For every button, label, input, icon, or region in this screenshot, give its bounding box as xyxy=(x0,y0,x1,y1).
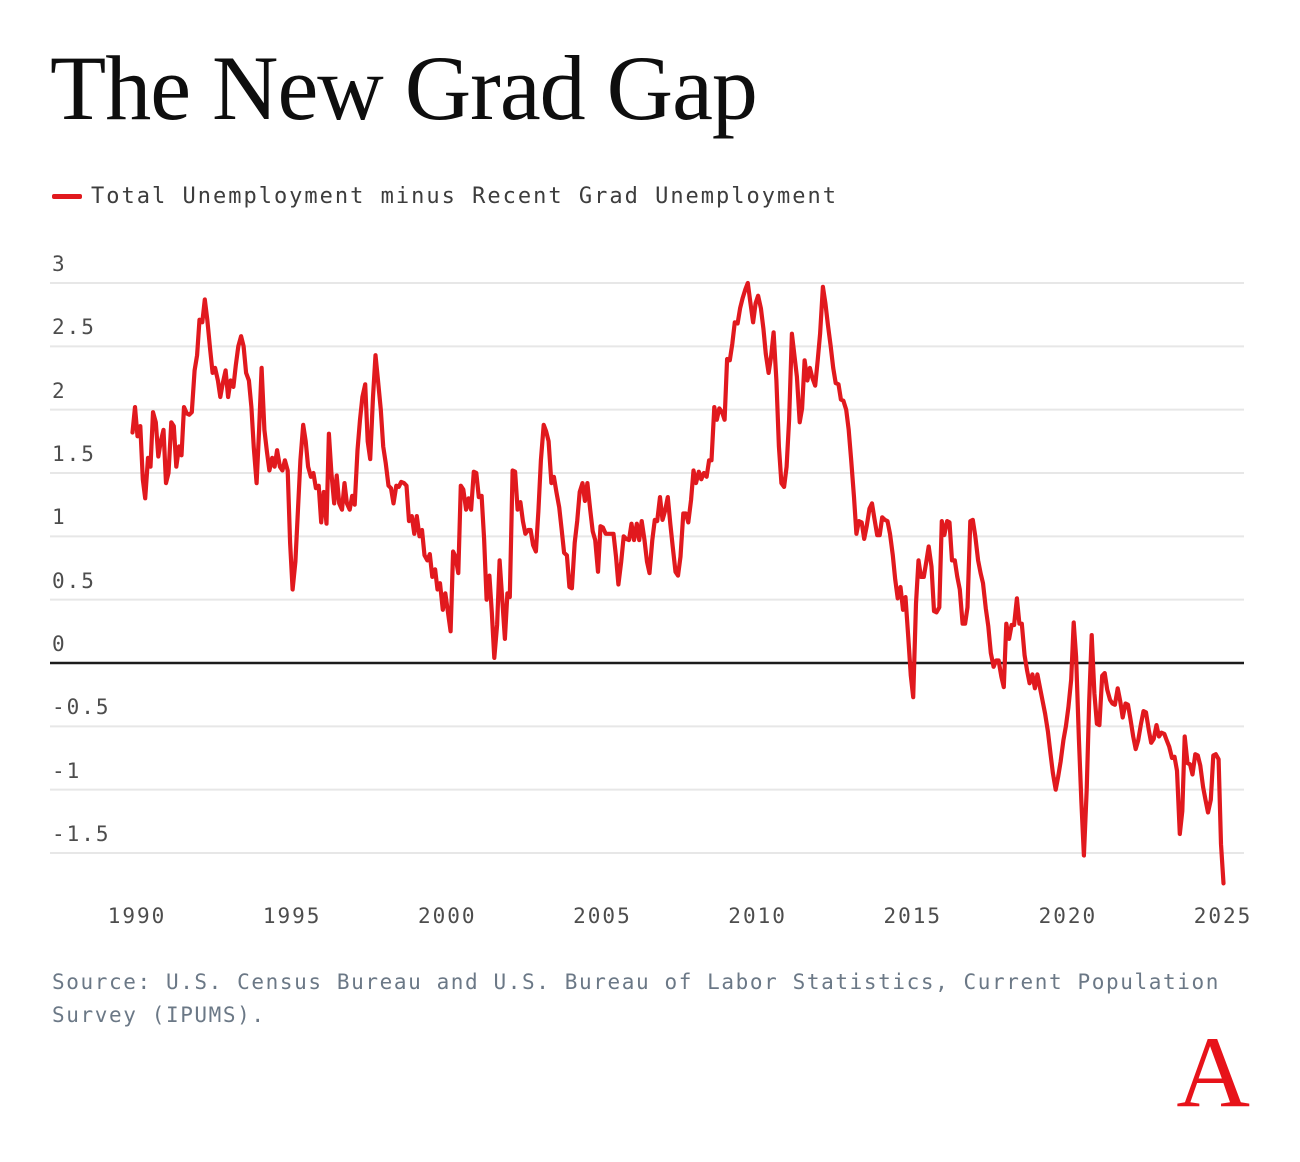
x-tick-label: 1990 xyxy=(107,904,167,928)
y-tick-label: 0.5 xyxy=(52,568,96,593)
x-tick-label: 2025 xyxy=(1193,904,1253,928)
y-tick-label: 1 xyxy=(52,505,67,530)
x-tick-label: 1995 xyxy=(262,904,322,928)
legend-line-swatch xyxy=(52,194,82,199)
y-tick-label: -1 xyxy=(52,758,82,783)
x-tick-label: 2020 xyxy=(1038,904,1098,928)
x-tick-label: 2010 xyxy=(728,904,787,928)
y-tick-label: -1.5 xyxy=(52,822,111,846)
y-tick-label: -0.5 xyxy=(52,695,111,720)
x-tick-label: 2000 xyxy=(418,904,477,928)
y-tick-label: 2 xyxy=(52,378,67,403)
gridlines xyxy=(50,281,1244,855)
source-note: Source: U.S. Census Bureau and U.S. Bure… xyxy=(52,970,1220,1027)
x-tick-label: 2005 xyxy=(573,904,632,928)
y-tick-label: 2.5 xyxy=(52,315,96,340)
page-title: The New Grad Gap xyxy=(50,37,758,139)
series-lines xyxy=(130,280,1226,886)
y-tick-label: 3 xyxy=(52,251,67,276)
x-tick-label: 2015 xyxy=(883,904,943,928)
atlantic-logo: A xyxy=(1176,1016,1250,1129)
y-tick-label: 0 xyxy=(52,632,67,656)
series-line xyxy=(130,280,1226,886)
legend-label: Total Unemployment minus Recent Grad Une… xyxy=(91,184,839,209)
y-tick-label: 1.5 xyxy=(52,441,96,466)
legend: Total Unemployment minus Recent Grad Une… xyxy=(52,184,838,209)
